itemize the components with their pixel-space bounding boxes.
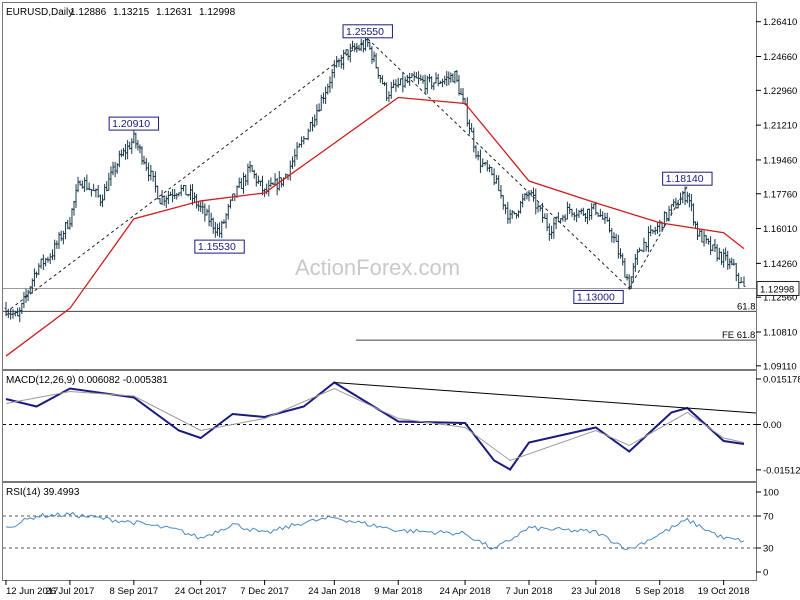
price-y-tick-label: 1.26410 <box>763 17 797 28</box>
swing-label-text: 1.15530 <box>198 241 236 253</box>
ohlc-low: 1.12631 <box>156 7 193 18</box>
swing-label: 1.13000 <box>573 289 624 304</box>
price-bar <box>742 276 746 287</box>
rsi-title: RSI(14) 39.4993 <box>6 487 80 498</box>
x-tick-label: 24 Oct 2017 <box>175 586 227 597</box>
swing-label-text: 1.13000 <box>577 291 615 303</box>
price-y-tick-label: 1.17760 <box>763 189 797 200</box>
ohlc-close: 1.12998 <box>199 7 236 18</box>
last-price-tag-box <box>756 280 800 296</box>
x-tick-label: 24 Jan 2018 <box>308 586 360 597</box>
x-tick-label: 5 Sep 2018 <box>635 586 684 597</box>
swing-label: 1.25550 <box>342 24 393 39</box>
macd-y-tick-label: 0.015178 <box>763 374 800 385</box>
swing-label: 1.20910 <box>108 116 160 131</box>
swing-label-box <box>194 239 245 254</box>
x-tick-label: 19 Oct 2018 <box>698 586 750 597</box>
x-tick-label: 12 Jun 2017 <box>6 586 58 597</box>
swing-label-box <box>573 289 624 304</box>
x-tick-label: 7 Dec 2017 <box>240 586 289 597</box>
rsi-pane <box>2 482 757 581</box>
macd-y-tick-label: -0.015126 <box>763 465 800 476</box>
swing-label-text: 1.18140 <box>666 173 704 185</box>
ohlc-open: 1.12886 <box>70 7 107 18</box>
fe-61-8-label: FE 61.8 <box>722 330 755 341</box>
price-y-tick-label: 1.24660 <box>763 52 797 63</box>
swing-label-box <box>108 116 160 131</box>
x-tick-label: 26 Jul 2017 <box>45 586 94 597</box>
macd-title: MACD(12,26,9) 0.006082 -0.005381 <box>6 375 168 386</box>
swing-label: 1.18140 <box>662 171 713 186</box>
x-tick-label: 23 Jul 2018 <box>571 586 620 597</box>
trendline-rebound <box>628 185 688 289</box>
price-y-tick-label: 1.19460 <box>763 155 797 166</box>
fib-61-8-label: 61.8 <box>737 301 756 312</box>
price-y-tick-label: 1.21210 <box>763 121 797 132</box>
price-y-tick-label: 1.12560 <box>763 293 797 304</box>
price-title: EURUSD,Daily <box>6 7 73 18</box>
rsi-line <box>5 511 745 551</box>
price-bar <box>739 276 743 284</box>
last-price-tag: 1.12998 <box>756 280 800 296</box>
price-y-tick-label: 1.10810 <box>763 328 797 339</box>
rsi-y-tick-label: 30 <box>763 544 774 555</box>
swing-label-text: 1.25550 <box>346 26 384 38</box>
x-tick-label: 7 Jun 2018 <box>505 586 552 597</box>
x-tick-label: 24 Apr 2018 <box>439 586 490 597</box>
watermark: ActionForex.com <box>295 255 460 280</box>
macd-trendline <box>334 382 757 414</box>
macd-pane <box>2 370 757 482</box>
macd-y-tick-label: 0.00 <box>763 420 782 431</box>
price-pane <box>2 2 757 370</box>
trendline-fall <box>367 38 630 289</box>
swing-label: 1.15530 <box>194 239 245 254</box>
swing-label-box <box>342 24 393 39</box>
moving-average-line <box>5 96 745 357</box>
price-y-tick-label: 1.14260 <box>763 259 797 270</box>
x-tick-label: 9 Mar 2018 <box>374 586 422 597</box>
macd-line <box>5 381 745 471</box>
x-tick-label: 8 Sep 2017 <box>110 586 159 597</box>
macd-signal-line <box>5 387 745 462</box>
price-y-tick-label: 1.16010 <box>763 224 797 235</box>
rsi-y-tick-label: 70 <box>763 512 774 523</box>
price-y-tick-label: 1.22960 <box>763 86 797 97</box>
last-price-tag-text: 1.12998 <box>760 284 794 295</box>
ohlc-high: 1.13215 <box>113 7 150 18</box>
rsi-y-tick-label: 100 <box>763 488 779 499</box>
rsi-y-tick-label: 0 <box>763 568 768 579</box>
price-y-tick-label: 1.09110 <box>763 361 797 372</box>
swing-label-text: 1.20910 <box>112 118 150 130</box>
swing-label-box <box>662 171 713 186</box>
